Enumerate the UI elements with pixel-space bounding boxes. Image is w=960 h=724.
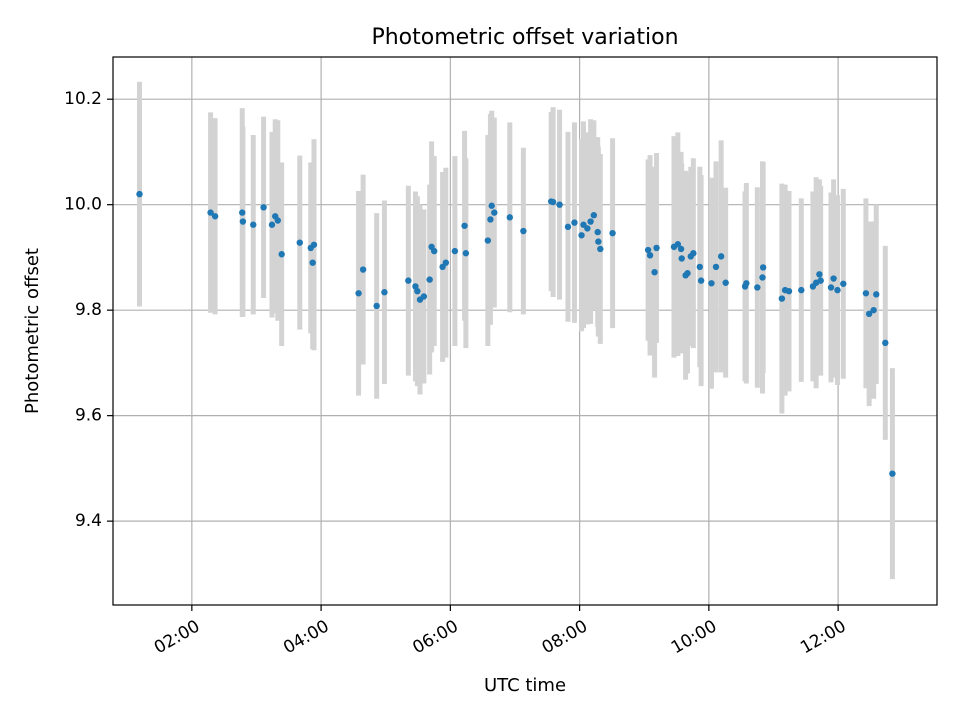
data-point [250, 221, 257, 228]
data-point [674, 241, 682, 248]
y-tick-label: 10.0 [64, 195, 102, 215]
data-point [309, 259, 316, 266]
data-point [684, 270, 691, 277]
y-axis-ticks: 9.4 9.6 9.8 10.0 10.2 [64, 89, 113, 531]
data-point [862, 290, 870, 297]
y-tick-label: 9.6 [75, 406, 102, 426]
data-point [260, 204, 267, 211]
data-point [359, 266, 367, 273]
axes-frame [112, 56, 938, 606]
y-tick-label: 9.8 [75, 300, 102, 320]
data-point [420, 293, 428, 300]
data-point [644, 246, 652, 254]
data-point [690, 250, 697, 257]
y-tick-label: 9.4 [75, 511, 102, 531]
data-point [677, 245, 685, 253]
data-point [834, 286, 841, 294]
data-point [578, 232, 585, 239]
data-point [442, 259, 450, 266]
data-point [491, 209, 498, 216]
data-point [296, 239, 303, 246]
data-point [722, 279, 729, 286]
data-point [373, 302, 380, 310]
data-point [651, 268, 658, 276]
data-point [461, 222, 468, 229]
data-point [646, 252, 654, 259]
data-point [827, 284, 835, 291]
data-point [708, 280, 715, 287]
data-point [268, 221, 276, 228]
data-point [697, 277, 705, 284]
data-point [830, 275, 837, 282]
data-point [355, 290, 362, 297]
data-point [564, 223, 572, 231]
data-point [584, 225, 591, 232]
x-axis-label: UTC time [484, 675, 566, 696]
data-point [381, 289, 388, 296]
data-point [462, 250, 470, 257]
data-point [712, 263, 720, 271]
data-point [278, 251, 285, 258]
data-point [873, 291, 880, 298]
data-point [587, 218, 594, 225]
data-point [426, 276, 433, 283]
data-point [590, 212, 598, 219]
data-point [678, 255, 685, 262]
data-point [484, 237, 492, 244]
data-point [816, 271, 823, 278]
data-point [405, 277, 412, 284]
data-point [239, 209, 246, 216]
data-point [865, 310, 873, 318]
data-point [211, 213, 219, 220]
data-point [595, 238, 602, 245]
data-point [239, 218, 247, 225]
data-point [310, 241, 318, 248]
data-point [487, 216, 494, 223]
y-tick-label: 10.2 [64, 89, 102, 109]
data-point [549, 198, 557, 206]
data-point [488, 202, 495, 209]
data-point [556, 201, 563, 208]
chart-title: Photometric offset variation [371, 25, 678, 50]
data-point [597, 245, 604, 253]
data-point [520, 227, 527, 235]
data-point [759, 264, 767, 271]
data-points [136, 190, 896, 477]
data-point [609, 229, 616, 237]
y-axis-label: Photometric offset [22, 248, 43, 414]
data-point [870, 306, 877, 314]
data-point [653, 244, 660, 252]
data-point [506, 214, 514, 221]
data-point [778, 295, 786, 302]
data-point [717, 253, 725, 260]
data-point [785, 287, 793, 295]
data-point [743, 280, 750, 287]
data-point [840, 280, 847, 287]
data-point [451, 247, 459, 255]
data-point [754, 284, 761, 291]
data-point [430, 247, 438, 255]
data-point [696, 263, 704, 271]
data-point [889, 470, 896, 477]
data-point [594, 228, 601, 236]
data-point [882, 339, 889, 347]
data-point [798, 286, 805, 294]
data-point [817, 277, 824, 284]
data-point [207, 209, 214, 216]
data-point [274, 217, 281, 224]
data-point [136, 190, 143, 198]
data-point [414, 287, 421, 295]
data-point [571, 219, 578, 226]
data-point [759, 274, 766, 281]
